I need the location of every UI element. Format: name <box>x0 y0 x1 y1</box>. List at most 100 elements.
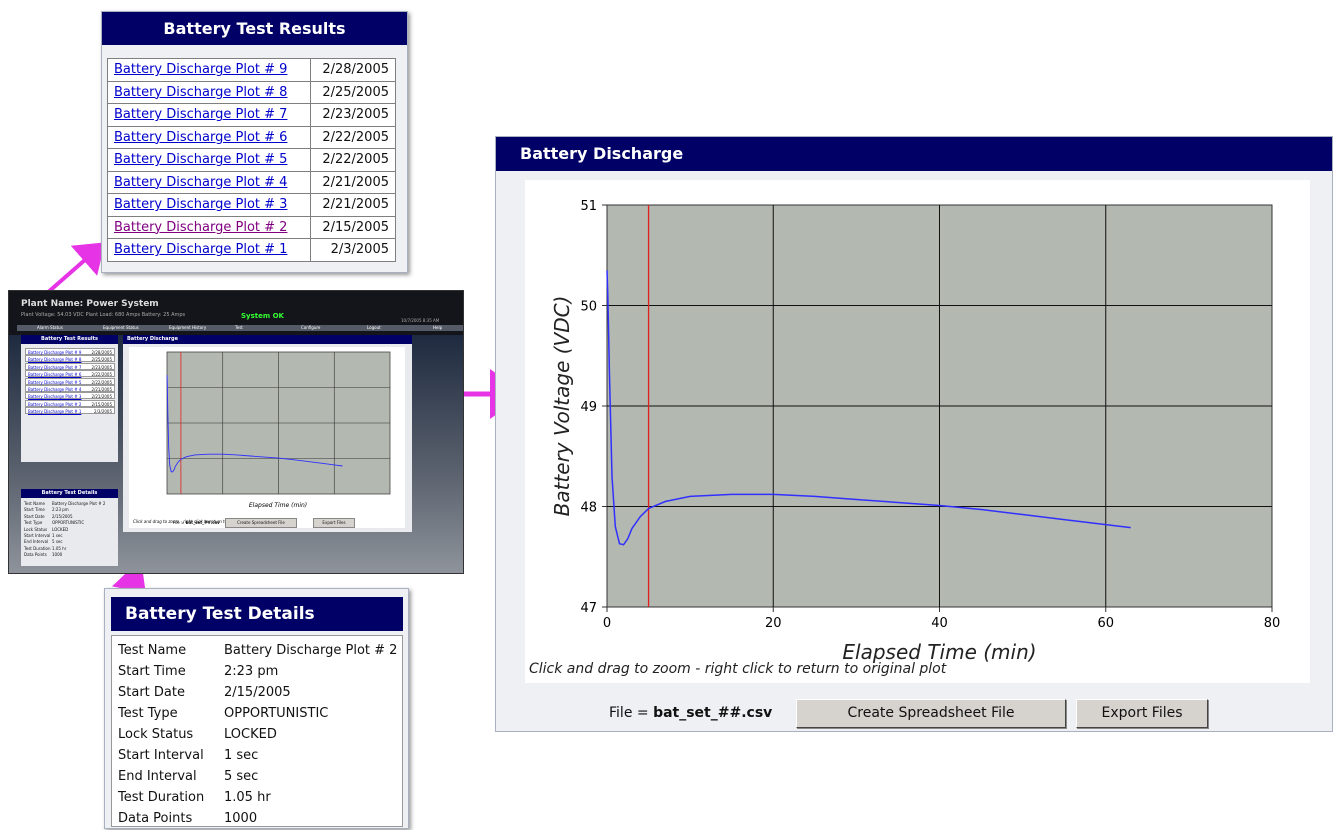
details-value: OPPORTUNISTIC <box>224 706 329 721</box>
x-tick-label: 40 <box>931 616 948 631</box>
thumbnail-discharge-panel: Battery Discharge Elapsed Time (min) Cli… <box>123 335 412 532</box>
details-value: 2:23 pm <box>224 664 279 679</box>
results-panel-title: Battery Test Results <box>102 12 407 45</box>
create-spreadsheet-button[interactable]: Create Spreadsheet File <box>796 699 1066 728</box>
thumbnail-results-row[interactable]: Battery Discharge Plot # 2 2/15/2005 <box>25 399 115 407</box>
results-link-cell: Battery Discharge Plot # 4 <box>107 170 311 194</box>
thumbnail-results-row[interactable]: Battery Discharge Plot # 9 2/28/2005 <box>25 348 115 355</box>
results-date: 2/21/2005 <box>310 170 396 194</box>
discharge-chart[interactable]: 0 20 40 60 80 47 48 49 50 51 Elapsed Time (min) Bat… <box>525 180 1310 683</box>
results-date: 2/25/2005 <box>310 80 396 104</box>
x-tick-label: 80 <box>1264 616 1281 631</box>
thumbnail-results-row[interactable]: Battery Discharge Plot # 5 2/22/2005 <box>25 377 115 385</box>
zoom-hint: Click and drag to zoom - right click to … <box>529 661 947 677</box>
details-key: Data Points <box>118 811 193 826</box>
details-value: 1 sec <box>224 748 259 763</box>
details-panel-title: Battery Test Details <box>111 597 403 631</box>
details-key: End Interval <box>118 769 197 784</box>
discharge-plot-link[interactable]: Battery Discharge Plot # 1 <box>114 242 288 258</box>
details-row: Test Type OPPORTUNISTIC <box>118 703 328 725</box>
results-row: Battery Discharge Plot # 8 2/25/2005 <box>107 80 396 104</box>
details-row: Start Interval 1 sec <box>118 745 258 767</box>
discharge-plot-link[interactable]: Battery Discharge Plot # 4 <box>114 174 288 190</box>
menu-item[interactable]: Logout <box>367 325 381 330</box>
results-link-cell: Battery Discharge Plot # 9 <box>107 58 311 82</box>
details-key: Start Date <box>118 685 185 700</box>
discharge-plot-link[interactable]: Battery Discharge Plot # 9 <box>114 62 288 78</box>
thumbnail-discharge-title: Battery Discharge <box>123 335 412 344</box>
results-date: 2/23/2005 <box>310 103 396 127</box>
menu-item[interactable]: Alarm Status <box>37 325 63 330</box>
thumbnail-details-row: Start Time 2:23 pm <box>24 507 69 513</box>
y-axis-label: Battery Voltage (VDC) <box>550 296 574 517</box>
y-tick-label: 49 <box>580 400 597 415</box>
y-tick-label: 47 <box>580 601 597 616</box>
discharge-plot-link[interactable]: Battery Discharge Plot # 3 <box>114 197 288 213</box>
thumbnail-results-row[interactable]: Battery Discharge Plot # 3 2/21/2005 <box>25 392 115 400</box>
discharge-plot-link[interactable]: Battery Discharge Plot # 2 <box>114 219 288 235</box>
clock: 10/7/2005 8:35 AM <box>401 318 440 323</box>
plant-status-line: Plant Voltage: 54.03 VDC Plant Load: 680… <box>21 312 186 318</box>
y-tick-label: 48 <box>580 501 597 516</box>
thumbnail-results-row[interactable]: Battery Discharge Plot # 6 2/22/2005 <box>25 370 115 378</box>
results-link-cell: Battery Discharge Plot # 7 <box>107 103 311 127</box>
results-row: Battery Discharge Plot # 7 2/23/2005 <box>107 103 396 127</box>
y-tick-label: 51 <box>580 199 597 214</box>
results-row: Battery Discharge Plot # 3 2/21/2005 <box>107 193 396 217</box>
x-tick-label: 60 <box>1097 616 1114 631</box>
menu-item[interactable]: Equipment History <box>169 325 207 330</box>
thumbnail-create-spreadsheet-button[interactable]: Create Spreadsheet File <box>225 518 297 528</box>
thumbnail-details-row: Lock Status LOCKED <box>24 526 69 532</box>
details-row: Test Name Battery Discharge Plot # 2 <box>118 640 397 662</box>
thumbnail-export-files-button[interactable]: Export Files <box>313 518 355 528</box>
thumbnail-details-row: Test Name Battery Discharge Plot # 2 <box>24 501 106 506</box>
thumbnail-results-row[interactable]: Battery Discharge Plot # 1 2/3/2005 <box>25 407 115 415</box>
details-key: Test Name <box>118 643 187 658</box>
thumbnail-results-row[interactable]: Battery Discharge Plot # 8 2/25/2005 <box>25 355 115 363</box>
menu-item[interactable]: Test <box>235 325 243 330</box>
results-row: Battery Discharge Plot # 2 2/15/2005 <box>107 215 396 239</box>
thumbnail-results-row[interactable]: Battery Discharge Plot # 7 2/23/2005 <box>25 362 115 370</box>
details-value: LOCKED <box>224 727 277 742</box>
details-row: Start Date 2/15/2005 <box>118 682 291 704</box>
details-key: Start Time <box>118 664 186 679</box>
results-link-cell: Battery Discharge Plot # 1 <box>107 238 311 262</box>
details-key: Lock Status <box>118 727 194 742</box>
system-status: System OK <box>241 312 284 320</box>
menu-item[interactable]: Help <box>433 325 443 330</box>
discharge-curve <box>606 270 1131 546</box>
discharge-panel-title: Battery Discharge <box>496 137 1332 171</box>
discharge-plot-link[interactable]: Battery Discharge Plot # 5 <box>114 152 288 168</box>
x-tick-label: 20 <box>765 616 782 631</box>
results-table: Battery Discharge Plot # 9 2/28/2005 Batte… <box>107 58 396 262</box>
app-screenshot-thumbnail: Plant Name: Power System Plant Voltage: … <box>8 290 464 574</box>
thumbnail-results-row[interactable]: Battery Discharge Plot # 4 2/21/2005 <box>25 385 115 392</box>
thumbnail-file-name: File = bat_set_##.csv <box>173 520 220 525</box>
details-value: 5 sec <box>224 769 259 784</box>
menu-item[interactable]: Equipment Status <box>103 325 139 330</box>
discharge-plot-link[interactable]: Battery Discharge Plot # 6 <box>114 129 288 145</box>
details-value: 1.05 hr <box>224 790 271 805</box>
thumbnail-details-row: Test Duration1.05 hr <box>24 545 67 551</box>
results-date: 2/21/2005 <box>310 193 396 217</box>
discharge-plot-area[interactable]: 0 20 40 60 80 47 48 49 50 51 Elapsed Time (min) Bat… <box>525 180 1310 683</box>
export-files-button[interactable]: Export Files <box>1076 699 1208 728</box>
details-row: Data Points 1000 <box>118 808 257 830</box>
battery-test-details-panel: Battery Test Details Test Name Battery Di… <box>104 588 409 829</box>
results-row: Battery Discharge Plot # 4 2/21/2005 <box>107 170 396 194</box>
results-row: Battery Discharge Plot # 6 2/22/2005 <box>107 125 396 149</box>
details-row: End Interval 5 sec <box>118 766 258 788</box>
results-date: 2/22/2005 <box>310 125 396 149</box>
results-row: Battery Discharge Plot # 9 2/28/2005 <box>107 58 396 82</box>
battery-discharge-panel: Battery Discharge 0 20 40 60 80 47 48 49 50 51 Ela… <box>495 136 1333 732</box>
results-date: 2/3/2005 <box>310 238 396 262</box>
thumbnail-hint: Click and drag to zoom - right click to … <box>133 519 253 524</box>
menu-item[interactable]: Configure <box>301 325 321 330</box>
thumbnail-results-panel: Battery Test Results Battery Discharge P… <box>21 335 118 462</box>
details-key: Test Duration <box>118 790 205 805</box>
results-row: Battery Discharge Plot # 1 2/3/2005 <box>107 238 396 262</box>
x-tick-label: 0 <box>603 616 611 631</box>
discharge-plot-link[interactable]: Battery Discharge Plot # 8 <box>114 84 288 100</box>
details-row: Test Duration 1.05 hr <box>118 787 271 809</box>
discharge-plot-link[interactable]: Battery Discharge Plot # 7 <box>114 107 288 123</box>
